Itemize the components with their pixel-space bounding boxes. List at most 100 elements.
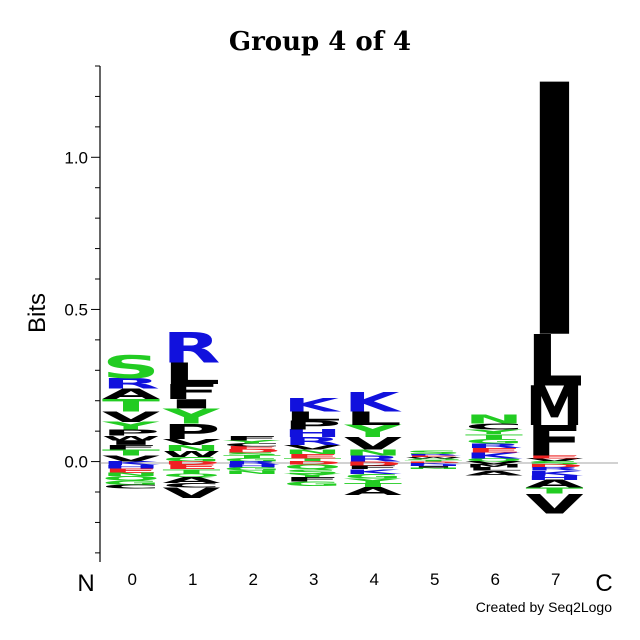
logo-letter-e: E: [405, 455, 463, 457]
logo-letter-w: W: [405, 457, 463, 459]
logo-letter-y: Y: [343, 422, 402, 441]
logo-letter-f: F: [102, 444, 160, 451]
y-tick-group: 0.0 0.5 1.0: [64, 65, 100, 554]
logo-letter-g: G: [344, 472, 402, 479]
logo-letter-t: T: [102, 396, 160, 415]
x-tick-label: 5: [430, 570, 439, 589]
logo-letter-h: H: [405, 464, 463, 466]
logo-letter-c: C: [223, 443, 281, 448]
logo-letter-i: I: [102, 439, 160, 446]
x-tick-group: 0 1 2 3 4 5 6 7: [128, 570, 561, 589]
logo-letter-p: P: [102, 428, 160, 438]
logo-letter-q: Q: [405, 458, 463, 460]
logo-letter-g: G: [223, 467, 281, 472]
logo-letter-v: V: [526, 489, 585, 520]
logo-letter-r: R: [405, 454, 463, 456]
logo-letter-p: P: [163, 419, 221, 443]
logo-letter-d: D: [223, 449, 281, 454]
logo-letter-i: I: [526, 14, 584, 416]
logo-letter-p: P: [284, 418, 342, 433]
y-axis-label: Bits: [24, 293, 51, 333]
logo-letter-t: T: [223, 455, 281, 460]
logo-letter-y: Y: [101, 420, 160, 432]
logo-letter-f: F: [526, 417, 584, 466]
logo-letter-k: K: [344, 386, 402, 418]
x-tick-label: 2: [249, 570, 258, 589]
logo-letter-h: H: [284, 428, 342, 440]
logo-letter-a: A: [102, 386, 160, 403]
logo-letter-g: G: [465, 437, 523, 444]
logo-letter-d: D: [163, 461, 221, 466]
logo-letter-k: K: [405, 463, 463, 465]
logo-letter-d: D: [526, 464, 584, 469]
logo-letter-n: N: [405, 467, 463, 469]
logo-letter-q: Q: [284, 464, 342, 471]
logo-letter-y: Y: [283, 473, 342, 478]
logo-letter-a: A: [344, 485, 403, 497]
logo-letter-r: R: [344, 454, 402, 464]
logo-letter-a: A: [526, 478, 585, 490]
logo-stacks: VTFIWPYVTARSKHENQGCGWNVPYIFLRDETQACVGTSD…: [101, 14, 584, 520]
x-tick-label: 7: [551, 570, 560, 589]
logo-letter-e: E: [163, 463, 221, 470]
logo-letter-l: L: [284, 409, 342, 423]
logo-letter-v: V: [344, 434, 402, 453]
logo-letter-s: S: [405, 450, 463, 455]
logo-letter-t: T: [405, 460, 463, 462]
logo-letter-y: Y: [222, 439, 281, 444]
logo-letter-g: G: [223, 458, 281, 463]
logo-letter-r: R: [465, 442, 523, 449]
logo-letter-w: W: [163, 449, 221, 459]
credit-text: Created by Seq2Logo: [476, 599, 612, 615]
x-tick-label: 1: [188, 570, 197, 589]
x-tick-label: 6: [491, 570, 500, 589]
logo-letter-v: V: [102, 454, 160, 464]
logo-letter-e: E: [526, 455, 584, 460]
logo-letter-n: N: [284, 448, 342, 455]
logo-letter-h: H: [223, 464, 281, 469]
logo-letter-f: F: [344, 465, 402, 470]
logo-letter-r: R: [284, 435, 342, 447]
logo-letter-n: N: [102, 472, 160, 477]
logo-letter-v: V: [284, 444, 342, 451]
logo-letter-v: V: [465, 461, 523, 466]
logo-letter-i: I: [405, 466, 463, 468]
logo-letter-r: R: [223, 461, 281, 466]
logo-letter-h: H: [102, 464, 160, 469]
logo-letter-v: V: [163, 485, 221, 502]
logo-letter-f: F: [163, 380, 221, 404]
logo-letter-g: G: [102, 479, 160, 486]
logo-letter-n: N: [344, 448, 402, 458]
x-tick-label: 4: [370, 570, 379, 589]
logo-letter-v: V: [163, 437, 221, 447]
logo-letter-f: F: [223, 435, 281, 442]
logo-letter-k: K: [344, 468, 402, 475]
logo-letter-v: V: [102, 409, 160, 426]
logo-letter-m: M: [526, 376, 584, 439]
logo-letter-i: I: [163, 397, 221, 412]
logo-letter-k: K: [526, 469, 584, 476]
logo-letter-d: D: [405, 461, 463, 463]
logo-letter-k: K: [102, 461, 160, 467]
logo-letter-s: S: [223, 452, 281, 457]
logo-letter-f: F: [284, 476, 342, 483]
logo-letter-r: R: [526, 467, 584, 472]
logo-letter-k: K: [284, 394, 343, 416]
logo-letter-e: E: [223, 446, 281, 451]
logo-letter-s: S: [526, 461, 584, 466]
logo-letter-g: G: [284, 480, 342, 487]
logo-letter-t: T: [102, 448, 160, 458]
logo-letter-a: A: [163, 475, 221, 485]
logo-letter-t: T: [344, 482, 402, 489]
y-tick-label: 1.0: [64, 148, 88, 167]
logo-letter-c: C: [163, 482, 221, 489]
logo-letter-t: T: [526, 486, 584, 496]
logo-letter-s: S: [102, 349, 160, 385]
y-tick-label: 0.5: [64, 300, 88, 319]
logo-letter-q: Q: [102, 475, 160, 482]
logo-letter-l: L: [344, 408, 402, 430]
n-terminal-label: N: [77, 570, 94, 597]
logo-letter-r: R: [102, 375, 160, 392]
logo-letter-w: W: [102, 434, 160, 441]
